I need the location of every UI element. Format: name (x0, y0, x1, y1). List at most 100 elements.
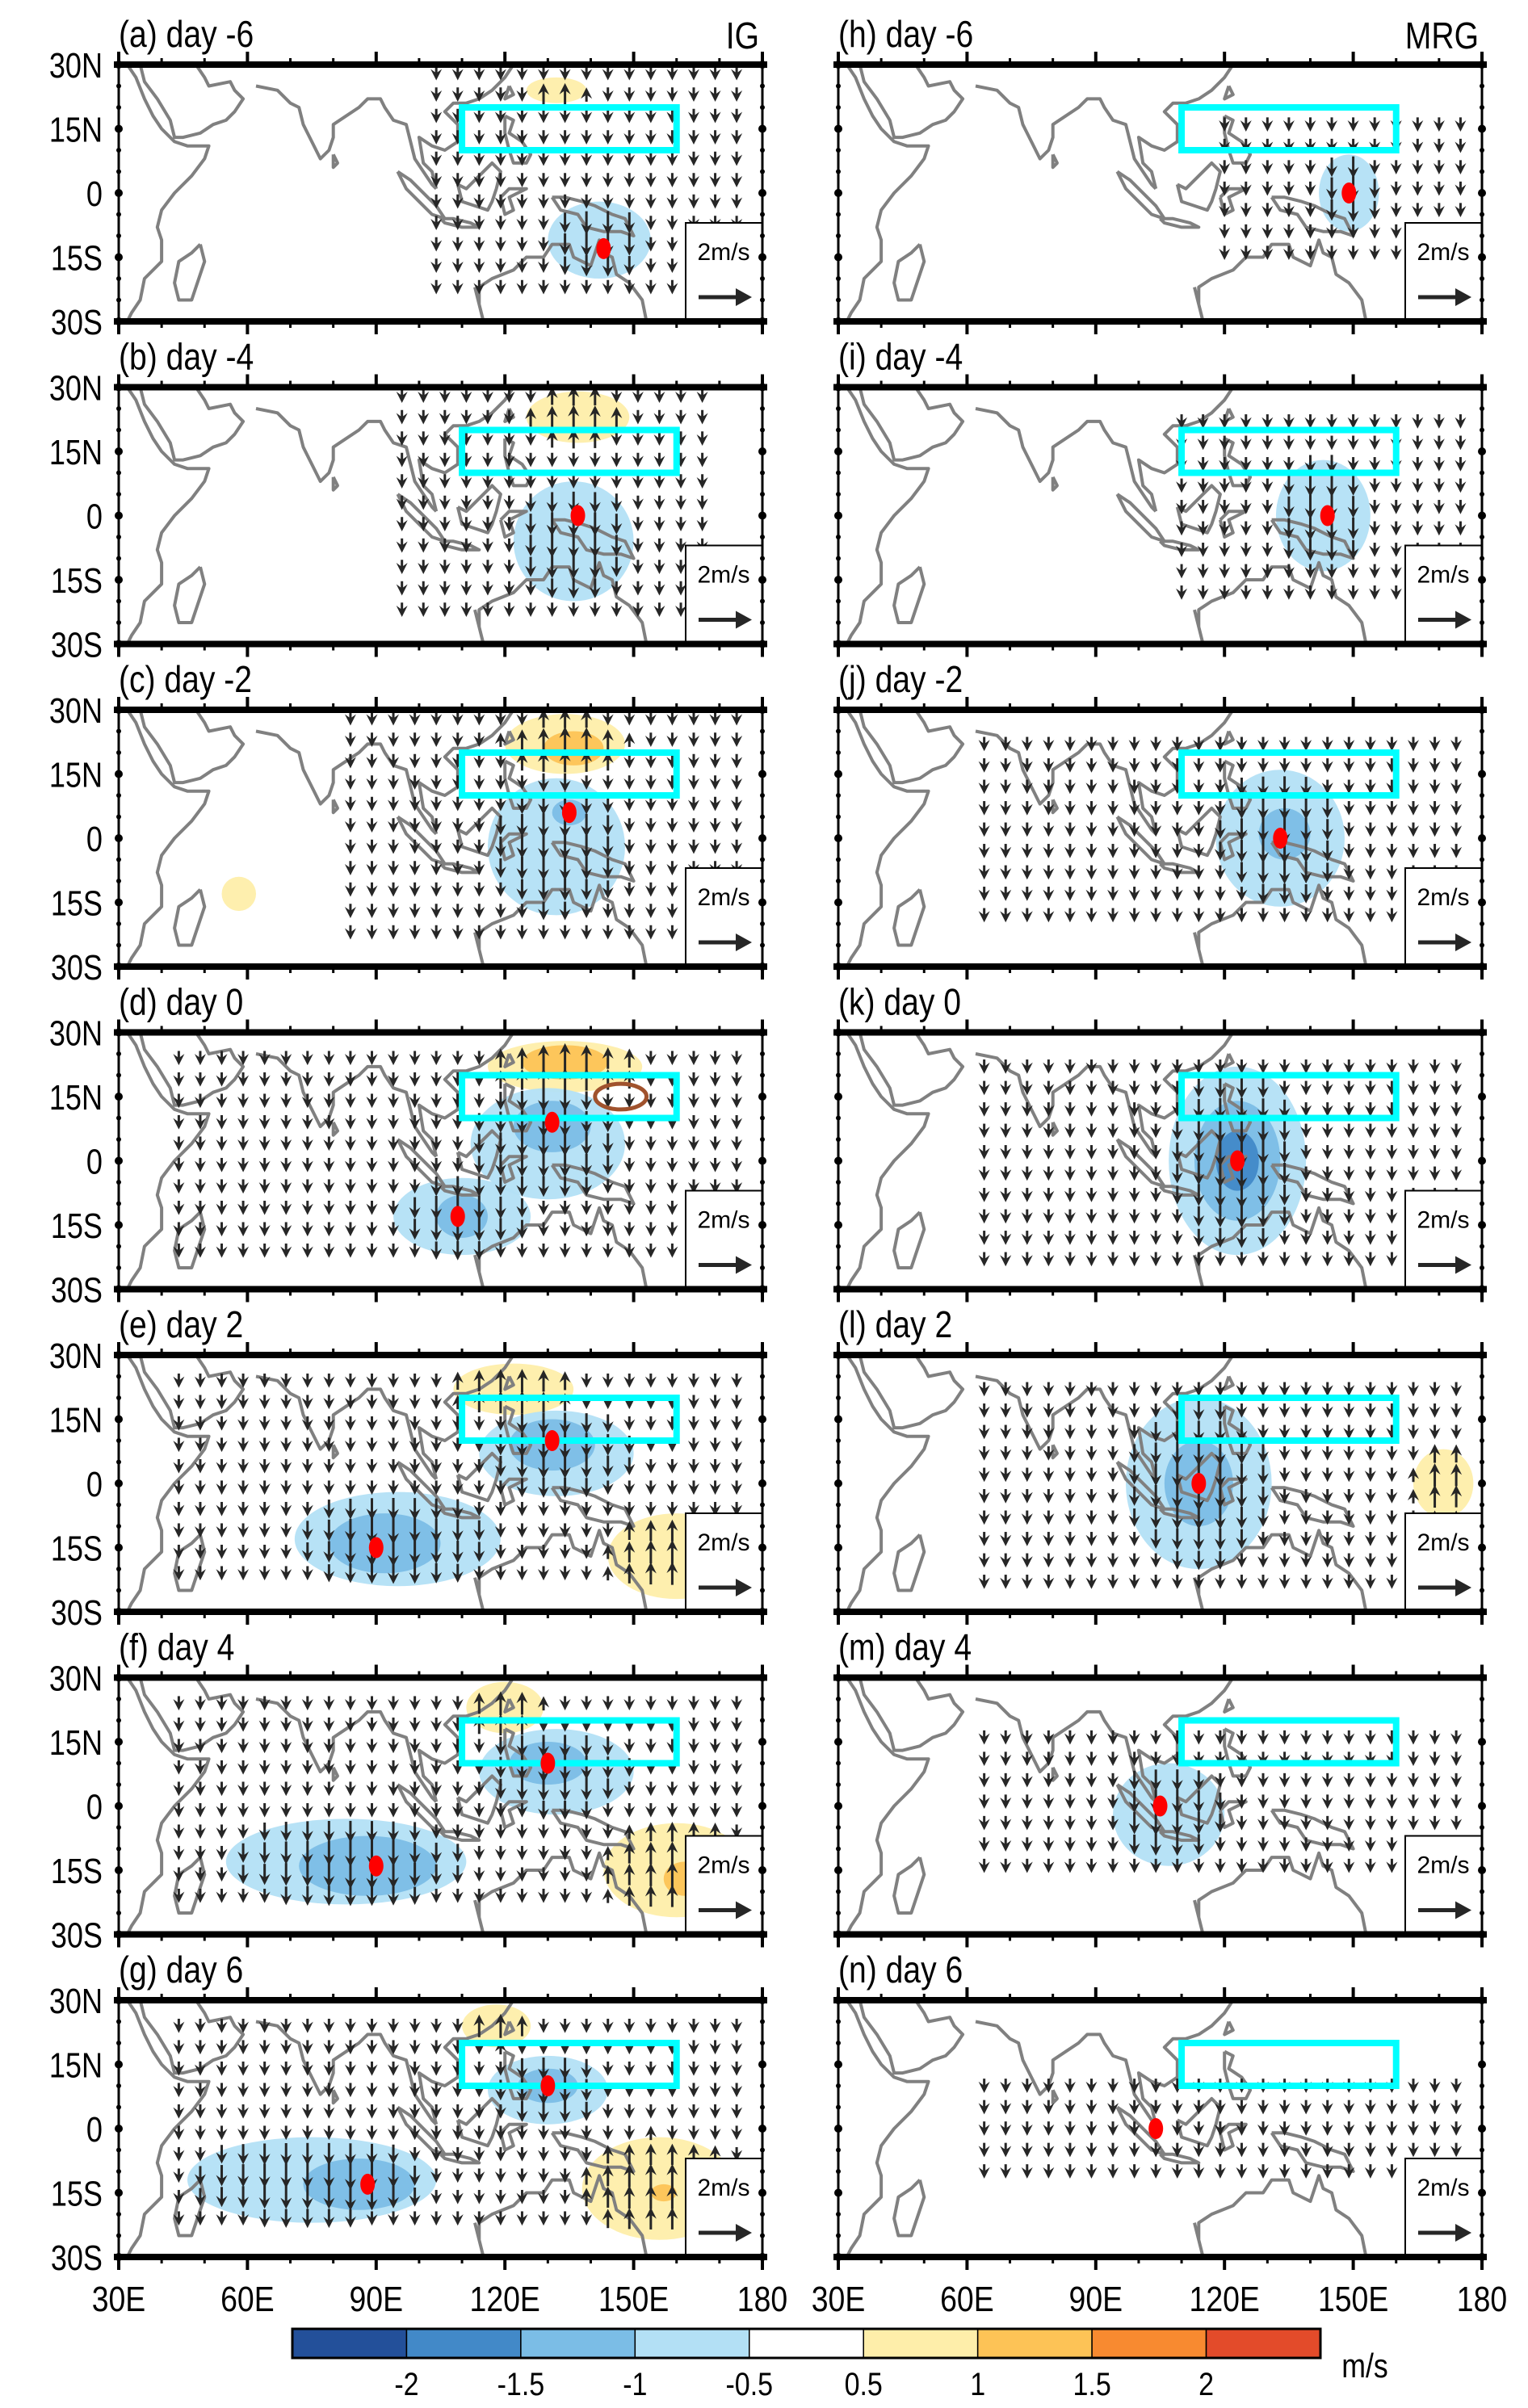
wind-vector-head (687, 111, 699, 124)
coastline (1223, 1082, 1253, 1133)
y-tick-left (116, 1697, 121, 1701)
wind-vector-head (409, 1228, 421, 1240)
wind-vector-head (258, 1829, 271, 1841)
y-tick-right (760, 2104, 765, 2110)
wind-vector-head (280, 1225, 292, 1237)
y-tick-label: 30N (49, 1982, 103, 2021)
panel-plot-area (845, 387, 1467, 644)
y-tick-right (760, 728, 765, 734)
panel-j: 2m/s(j) day -2 (833, 659, 1487, 980)
y-tick-left (116, 857, 121, 862)
wind-vector-head (623, 885, 636, 897)
wind-vector-head (644, 1504, 657, 1517)
wind-vector-head (644, 2207, 657, 2219)
panel-title: (b) day -4 (119, 337, 254, 379)
wind-vector-head (173, 1225, 185, 1237)
wind-vector-head (516, 1466, 528, 1479)
coastline (138, 1677, 246, 1752)
wind-vector-head (258, 1526, 271, 1538)
panel-title: (e) day 2 (119, 1304, 243, 1346)
wind-vector-head (1282, 484, 1295, 496)
wind-vector-head (709, 1118, 721, 1130)
wind-vector-head (323, 1139, 335, 1152)
wind-vector-head (1128, 740, 1140, 752)
wind-vector-head (430, 1208, 443, 1220)
wind-vector-head (709, 1699, 721, 1711)
wind-vector-head (623, 820, 636, 833)
y-tick-right (760, 879, 765, 883)
wind-vector-head (503, 391, 515, 403)
wind-vector-head (1021, 1084, 1033, 1096)
wind-vector-head (644, 1785, 657, 1797)
wind-vector-head (611, 584, 623, 596)
wind-vector-head (494, 757, 506, 769)
wind-vector-head (709, 1075, 721, 1087)
wind-vector-head (388, 1894, 400, 1906)
wind-vector-head (258, 2064, 271, 2076)
wind-vector-head (644, 778, 657, 790)
wind-vector-head (473, 863, 485, 875)
wind-vector-head (409, 1874, 421, 1886)
coastline (138, 2000, 246, 2075)
wind-vector-head (1171, 740, 1183, 752)
wind-vector-head (430, 1806, 443, 1818)
wind-vector-head (460, 584, 472, 596)
y-tick-right (1478, 447, 1486, 455)
wind-vector-head (1364, 911, 1376, 923)
wind-vector-head (666, 1054, 678, 1066)
wind-vector-head (581, 1143, 593, 1156)
y-tick-right (760, 793, 765, 798)
wind-vector-head (388, 2176, 400, 2188)
wind-vector-head (216, 2175, 228, 2187)
wind-vector-head (481, 541, 493, 553)
coastline (1223, 730, 1235, 746)
wind-vector-head (731, 1827, 743, 1840)
wind-vector-head (494, 2150, 506, 2162)
y-tick-left (116, 793, 121, 798)
y-tick-right (760, 1374, 765, 1379)
wind-vector-head (301, 1398, 313, 1410)
coastline (473, 1529, 649, 1612)
wind-vector-head (1000, 803, 1012, 816)
y-tick-right (760, 1846, 765, 1852)
wind-vector-head (494, 799, 506, 812)
wind-vector-head (388, 1139, 400, 1152)
wind-vector-head (473, 261, 485, 273)
wind-vector-head (1171, 825, 1183, 837)
wind-vector-head (451, 69, 464, 81)
wind-vector-head (430, 2129, 443, 2141)
wind-vector-head (216, 1763, 228, 1775)
coastline (455, 484, 502, 535)
wind-vector-head (280, 1785, 292, 1797)
wind-vectors (344, 710, 743, 940)
wind-vector-head (538, 1246, 550, 1258)
wind-vector-head (1326, 462, 1338, 474)
wind-vector-head (280, 2154, 292, 2166)
wind-vector-head (418, 476, 430, 489)
y-tick-left (115, 447, 123, 455)
wind-vector-head (611, 523, 623, 535)
wind-vector-head (194, 1806, 206, 1818)
wind-vector-head (280, 2107, 292, 2119)
wind-vector-head (581, 2150, 593, 2162)
wind-vector-head (1326, 485, 1338, 497)
wind-vector-head (602, 1203, 614, 1215)
shaded-anomaly (526, 391, 630, 443)
wind-vector-head (644, 1225, 657, 1237)
center-marker (544, 1430, 560, 1451)
wind-vector-head (559, 197, 571, 209)
wind-vector-head (666, 820, 678, 833)
y-tick-left (834, 511, 842, 520)
wind-vector-head (258, 1785, 271, 1797)
wind-vector-head (516, 1165, 528, 1177)
wind-vector-head (430, 778, 443, 790)
wind-vector-head (623, 1139, 636, 1152)
wind-vector-head (1321, 1062, 1333, 1074)
wind-vector-head (559, 1789, 571, 1802)
wind-vector-head (409, 1508, 421, 1521)
wind-vector-head (1326, 166, 1338, 178)
wind-vector-head (409, 757, 421, 769)
y-tick-right (760, 1588, 765, 1593)
wind-vector-head (366, 1419, 378, 1431)
wind-vector-head (430, 154, 443, 166)
